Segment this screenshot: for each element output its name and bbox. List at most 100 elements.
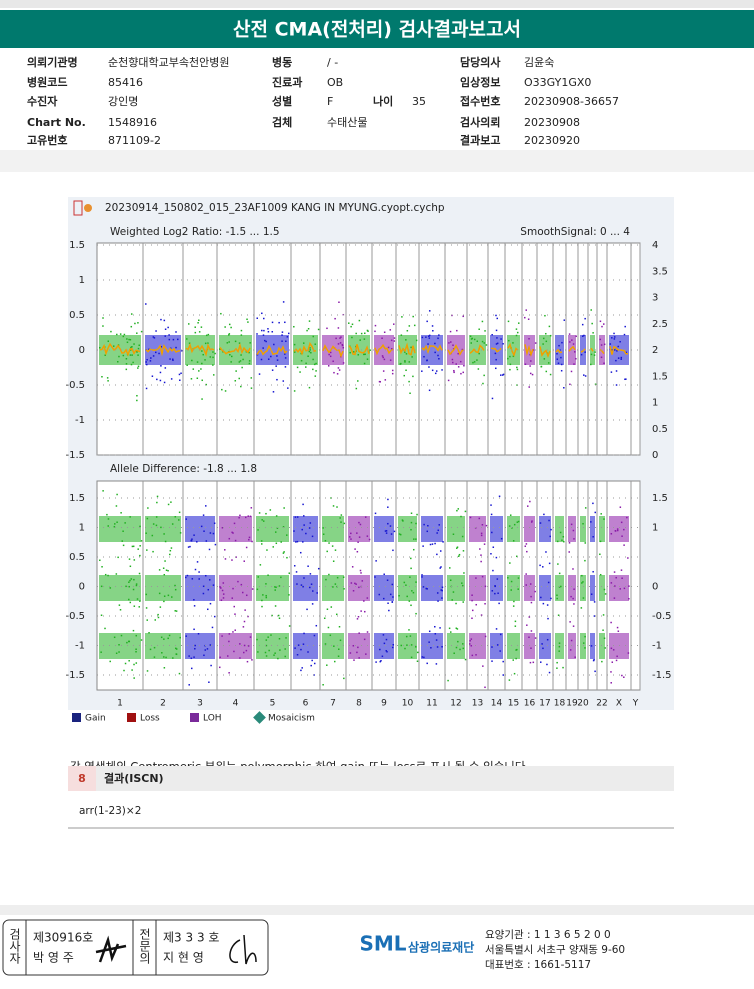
- allele-dot: [582, 522, 584, 525]
- allele-dot: [214, 543, 217, 546]
- allele-dot: [548, 562, 551, 565]
- signal-dot: [267, 358, 270, 360]
- signal-dot: [619, 340, 621, 343]
- allele-dot: [356, 618, 359, 620]
- allele-dot: [151, 534, 154, 537]
- allele-dot: [113, 636, 116, 639]
- allele-dot: [234, 629, 236, 631]
- allele-dot: [499, 633, 502, 636]
- allele-dot: [495, 556, 498, 559]
- allele-dot: [211, 626, 214, 629]
- signature: [95, 935, 127, 963]
- signal-dot: [129, 338, 132, 341]
- allele-dot: [228, 633, 231, 635]
- allele-dot: [550, 597, 552, 600]
- allele-dot: [326, 550, 328, 553]
- signal-dot: [151, 375, 154, 377]
- allele-dot: [203, 654, 205, 657]
- allele-dot: [610, 533, 613, 535]
- allele-dot: [295, 571, 298, 573]
- allele-dot: [259, 564, 262, 566]
- signal-dot: [530, 360, 532, 362]
- allele-dot: [541, 643, 543, 645]
- signal-dot: [159, 379, 162, 382]
- allele-dot: [529, 661, 532, 664]
- signal-dot: [620, 358, 622, 360]
- allele-dot: [324, 643, 327, 645]
- allele-dot: [494, 585, 496, 587]
- info-label: 성별: [272, 94, 292, 108]
- allele-dot: [558, 572, 561, 575]
- section-title: 결과(ISCN): [104, 771, 164, 785]
- allele-dot: [582, 597, 585, 599]
- signal-dot: [437, 354, 439, 357]
- allele-dot: [116, 493, 118, 496]
- allele-dot: [387, 522, 389, 525]
- signal-dot: [137, 354, 139, 356]
- allele-dot: [174, 516, 177, 518]
- allele-dot: [406, 595, 408, 598]
- signal-dot: [312, 358, 314, 361]
- allele-dot: [220, 587, 222, 589]
- allele-dot: [190, 657, 193, 660]
- signal-dot: [102, 325, 104, 327]
- allele-dot: [163, 656, 165, 658]
- y-tick-label: 0: [79, 345, 85, 356]
- allele-dot: [349, 652, 352, 654]
- chromosome-label: 16: [524, 699, 536, 709]
- signal-dot: [281, 331, 284, 333]
- signal-dot: [434, 372, 437, 375]
- allele-dot: [475, 577, 477, 579]
- allele-dot: [288, 594, 290, 596]
- allele-dot: [568, 542, 571, 544]
- signal-band: [374, 335, 394, 365]
- allele-dot: [603, 637, 606, 640]
- signal-dot: [462, 315, 464, 318]
- allele-dot: [471, 609, 474, 612]
- allele-dot: [245, 546, 248, 549]
- allele-dot: [294, 516, 297, 518]
- allele-dot: [115, 573, 118, 575]
- allele-dot: [278, 585, 281, 587]
- signal-dot: [337, 327, 340, 329]
- allele-dot: [303, 632, 305, 635]
- allele-dot: [412, 591, 415, 594]
- signal-dot: [381, 355, 384, 357]
- allele-dot: [452, 533, 455, 535]
- allele-dot: [621, 674, 623, 677]
- allele-dot: [260, 540, 263, 542]
- allele-dot: [129, 516, 131, 518]
- signal-dot: [258, 373, 261, 375]
- allele-dot: [350, 532, 352, 535]
- signal-dot: [205, 383, 207, 386]
- y2-tick-label: 2: [652, 345, 658, 356]
- allele-dot: [546, 663, 548, 666]
- allele-dot: [248, 536, 251, 539]
- allele-dot: [118, 604, 121, 606]
- allele-dot: [129, 601, 132, 604]
- allele-dot: [294, 647, 296, 649]
- y-tick-label: -1.5: [65, 670, 85, 681]
- signal-dot: [428, 366, 430, 368]
- smooth-signal: [580, 348, 586, 353]
- allele-dot: [325, 578, 327, 581]
- allele-dot: [592, 570, 594, 573]
- allele-dot: [196, 561, 199, 563]
- signal-dot: [175, 346, 177, 349]
- info-value: / -: [327, 56, 338, 69]
- allele-dot: [198, 571, 200, 573]
- allele-dot: [261, 605, 263, 608]
- allele-dot: [207, 588, 210, 591]
- allele-dot: [352, 644, 355, 647]
- allele-dot: [234, 539, 237, 542]
- signal-dot: [495, 343, 498, 345]
- y2-tick-label: 0: [652, 582, 658, 593]
- allele-dot: [311, 603, 314, 605]
- smooth-signal: [447, 343, 465, 356]
- allele-dot: [480, 534, 483, 537]
- signal-dot: [481, 320, 484, 323]
- allele-dot: [222, 582, 225, 584]
- signal-dot: [496, 317, 499, 320]
- allele-dot: [178, 519, 180, 521]
- allele-dot: [581, 582, 583, 584]
